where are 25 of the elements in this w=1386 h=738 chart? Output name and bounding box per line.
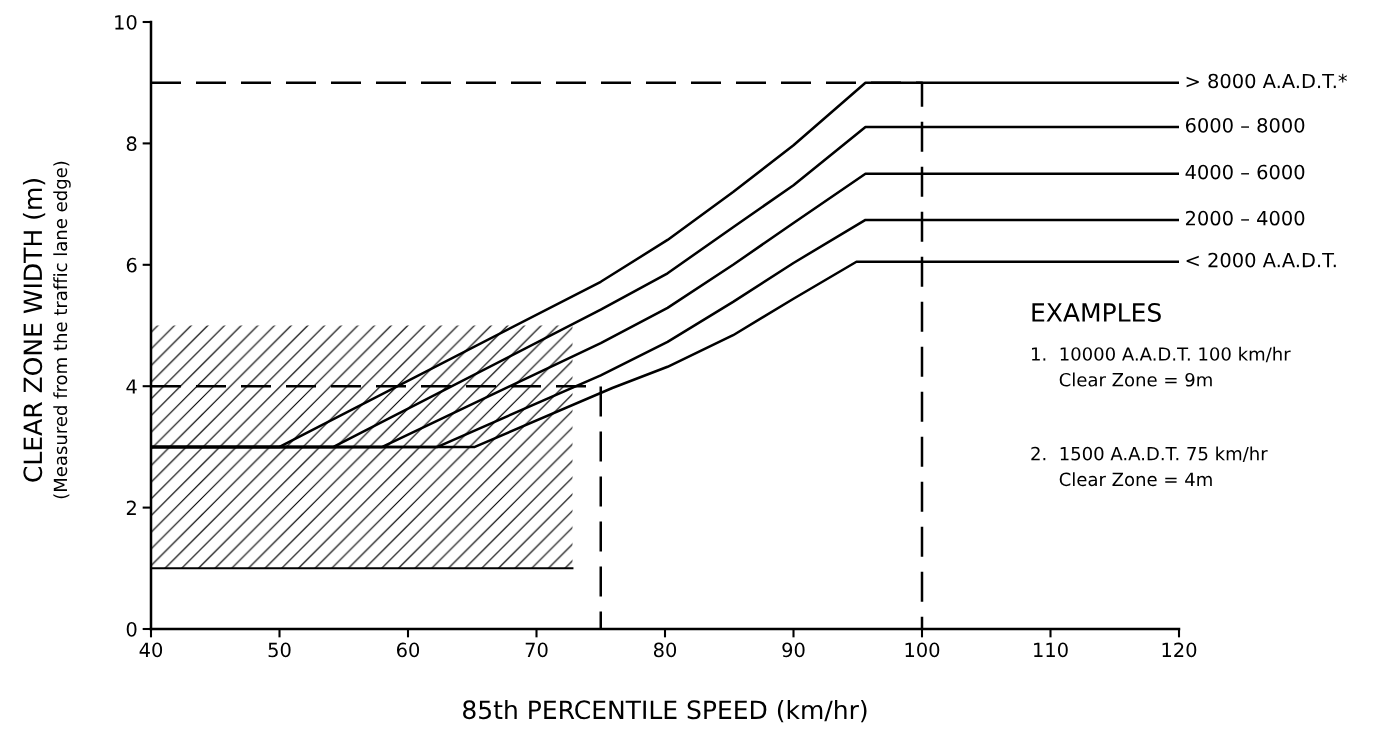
x-tick-label: 60 <box>396 642 420 658</box>
annotation: EXAMPLES <box>1032 303 1161 322</box>
series-label: > 8000 A.A.D.T.* <box>1186 73 1348 89</box>
x-tick-label: 80 <box>653 642 677 658</box>
x-tick-label: 90 <box>782 642 805 658</box>
y-tick-label: 6 <box>126 257 137 273</box>
annotation: 2. 1500 A.A.D.T. 75 km/hr Clear Zone = 4m <box>1031 446 1268 487</box>
y-tick-label: 8 <box>126 136 137 152</box>
series-label: 2000 – 4000 <box>1185 210 1305 226</box>
y-axis-title: CLEAR ZONE WIDTH (m) (Measured from the traffic lane edge) <box>22 161 71 499</box>
annotation: 1. 10000 A.A.D.T. 100 km/hr Clear Zone = 9m <box>1031 346 1291 387</box>
y-tick-label: 4 <box>126 379 137 394</box>
x-axis-title: 85th PERCENTILE SPEED (km/hr) <box>463 699 867 723</box>
x-tick-label: 100 <box>905 642 940 658</box>
series-label: 4000 – 6000 <box>1185 164 1305 180</box>
series-label: 6000 – 8000 <box>1185 117 1305 133</box>
y-tick-label: 2 <box>126 500 136 515</box>
y-tick-label: 10 <box>115 14 137 30</box>
x-tick-label: 50 <box>268 642 291 658</box>
x-tick-label: 40 <box>139 642 163 658</box>
x-tick-label: 120 <box>1162 642 1197 658</box>
series-label: < 2000 A.A.D.T. <box>1186 252 1336 268</box>
x-tick-label: 110 <box>1034 642 1068 658</box>
y-tick-label: 0 <box>126 621 137 637</box>
x-tick-label: 70 <box>525 642 548 658</box>
